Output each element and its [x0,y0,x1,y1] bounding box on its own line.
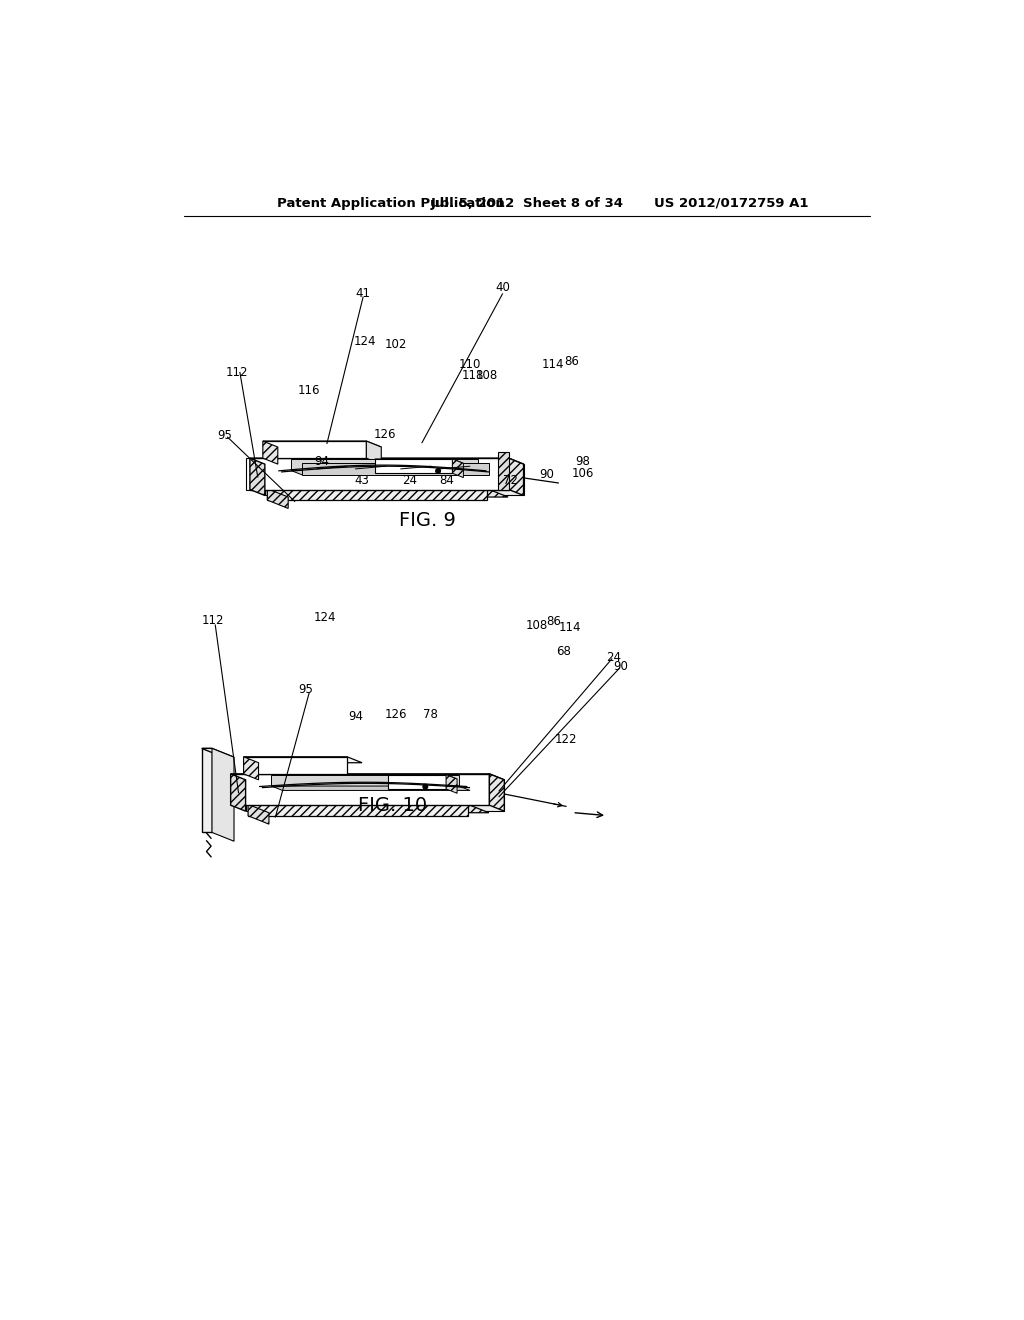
Polygon shape [248,804,269,824]
Polygon shape [271,775,459,785]
Polygon shape [250,458,265,495]
Text: 126: 126 [385,708,408,721]
Text: Patent Application Publication: Patent Application Publication [276,197,505,210]
Text: 95: 95 [217,429,232,442]
Text: 24: 24 [606,651,621,664]
Text: 114: 114 [559,620,582,634]
Text: 86: 86 [546,615,561,628]
Polygon shape [263,441,278,465]
Polygon shape [263,441,367,458]
Polygon shape [248,804,468,816]
Polygon shape [230,774,505,780]
Text: 124: 124 [354,335,377,348]
Polygon shape [367,441,381,465]
Text: 90: 90 [539,467,554,480]
Polygon shape [388,775,446,789]
Text: 98: 98 [575,454,590,467]
Text: 78: 78 [423,708,438,721]
Polygon shape [375,459,464,463]
Polygon shape [244,756,258,780]
Text: 68: 68 [556,644,570,657]
Polygon shape [212,748,234,841]
Polygon shape [306,480,332,488]
Circle shape [436,469,440,474]
Polygon shape [453,459,464,478]
Polygon shape [230,774,246,812]
Polygon shape [265,465,523,495]
Polygon shape [202,748,234,758]
Text: US 2012/0172759 A1: US 2012/0172759 A1 [654,197,809,210]
Text: 24: 24 [401,474,417,487]
Text: 41: 41 [355,286,371,300]
Polygon shape [388,775,457,779]
Text: 126: 126 [374,428,396,441]
Polygon shape [246,780,505,812]
Text: 110: 110 [458,358,480,371]
Polygon shape [230,774,489,805]
Polygon shape [375,459,453,473]
Polygon shape [267,488,288,508]
Text: 112: 112 [225,366,248,379]
Text: 86: 86 [564,355,580,368]
Polygon shape [246,458,269,490]
Text: 108: 108 [525,619,548,632]
Circle shape [423,784,428,789]
Text: Sheet 8 of 34: Sheet 8 of 34 [523,197,624,210]
Text: 72: 72 [503,474,518,487]
Polygon shape [302,463,489,475]
Text: 114: 114 [542,358,564,371]
Polygon shape [244,756,362,763]
Polygon shape [446,775,457,793]
Text: 108: 108 [475,370,498,381]
Polygon shape [489,774,505,812]
Polygon shape [306,480,310,490]
Text: 40: 40 [495,281,510,294]
Polygon shape [499,453,509,490]
Polygon shape [271,785,470,791]
Text: 112: 112 [202,614,224,627]
Polygon shape [202,748,212,833]
Polygon shape [244,756,347,774]
Polygon shape [248,804,488,813]
Polygon shape [267,488,508,498]
Text: 116: 116 [298,384,321,397]
Text: 106: 106 [572,467,595,480]
Text: 124: 124 [313,611,336,624]
Polygon shape [509,458,523,495]
Text: 43: 43 [354,474,369,487]
Polygon shape [263,441,381,447]
Polygon shape [291,459,478,470]
Polygon shape [267,488,487,500]
Text: 94: 94 [314,455,329,469]
Text: 102: 102 [385,338,408,351]
Polygon shape [300,796,322,804]
Polygon shape [250,458,509,490]
Polygon shape [250,458,523,465]
Text: 118: 118 [462,370,484,381]
Text: 84: 84 [439,474,454,487]
Text: FIG. 9: FIG. 9 [398,511,456,529]
Text: Jul. 5, 2012: Jul. 5, 2012 [431,197,515,210]
Polygon shape [291,470,489,475]
Text: 122: 122 [554,733,577,746]
Text: 90: 90 [613,660,629,673]
Text: 94: 94 [348,710,364,723]
Text: FIG. 10: FIG. 10 [357,796,427,814]
Text: 95: 95 [299,684,313,696]
